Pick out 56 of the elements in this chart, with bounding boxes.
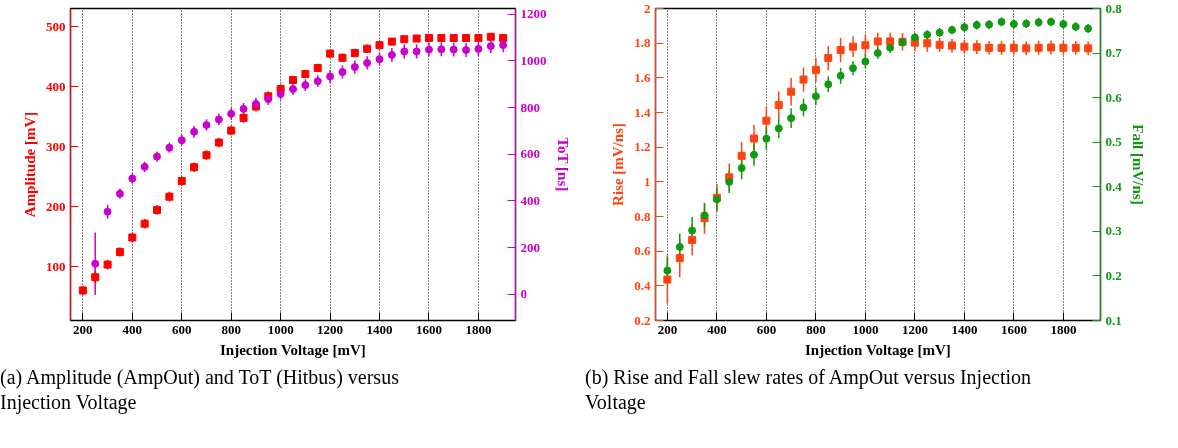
x-tick-label: 1400 [366,321,393,337]
y-tick-label: 0.8 [634,208,651,224]
y2-axis-title: Fall [mV/ns] [1129,124,1146,205]
y-tick-label: 200 [46,198,66,214]
x-tick-label: 1600 [415,321,442,337]
x-tick-label: 800 [221,321,241,337]
y-tick-label: 0.6 [634,243,651,259]
x-tick-label: 200 [73,321,93,337]
y2-tick-label: 200 [520,239,540,255]
x-tick-label: 400 [707,321,727,337]
y-tick-label: 400 [46,78,66,94]
y2-tick-label: 0.6 [1105,89,1123,105]
x-tick-label: 1200 [317,321,344,337]
x-tick-label: 1800 [1050,321,1077,337]
y-axis-title: Amplitude [mV] [22,111,38,218]
y2-axis-title: ToT [ns] [554,137,571,192]
y-tick-label: 1.4 [634,104,651,120]
y2-tick-label: 800 [520,99,540,115]
y-tick-label: 1.2 [634,139,651,155]
y2-tick-label: 0.2 [1105,267,1122,283]
y2-tick-label: 1000 [520,52,547,68]
y-tick-label: 300 [46,138,66,154]
y-tick-label: 100 [46,259,66,274]
x-axis-title: Injection Voltage [mV] [804,341,951,358]
y-tick-label: 500 [46,18,66,34]
x-axis-title: Injection Voltage [mV] [219,341,366,358]
x-tick-label: 1800 [465,321,492,337]
y2-tick-label: 0.3 [1105,223,1123,239]
y2-tick-label: 600 [520,146,540,162]
y-tick-label: 1.8 [634,35,651,51]
text: (a) Amplitude (AmpOut) and ToT (Hitbus) versus Injection Voltage [0,365,400,415]
y2-tick-label: 1200 [520,6,547,22]
x-tick-label: 1000 [267,321,294,337]
y2-tick-label: 0.1 [1105,312,1122,328]
x-tick-label: 1400 [951,321,978,337]
x-tick-label: 600 [756,321,777,337]
x-tick-label: 1600 [1000,321,1027,337]
x-tick-label: 800 [806,321,826,337]
x-tick-label: 200 [657,321,678,337]
x-tick-label: 1200 [901,321,928,337]
y2-tick-label: 400 [520,192,540,208]
x-tick-label: 600 [172,321,192,337]
y-tick-label: 2 [644,0,651,16]
y2-tick-label: 0 [520,286,527,302]
y2-tick-label: 0.7 [1105,45,1123,61]
x-tick-label: 1000 [852,321,879,337]
y-tick-label: 0.2 [634,312,651,328]
y2-tick-label: 0.5 [1105,134,1123,150]
y-tick-label: 0.4 [634,277,651,293]
text: (b) Rise and Fall slew rates of AmpOut versus Injection Voltage [585,365,1033,415]
x-tick-label: 400 [122,321,143,337]
y-tick-label: 1.6 [634,69,651,85]
y2-tick-label: 0.8 [1105,0,1123,16]
y-tick-label: 1 [644,173,651,189]
y2-tick-label: 0.4 [1105,178,1123,194]
y-axis-title: Rise [mV/ns] [610,123,627,206]
